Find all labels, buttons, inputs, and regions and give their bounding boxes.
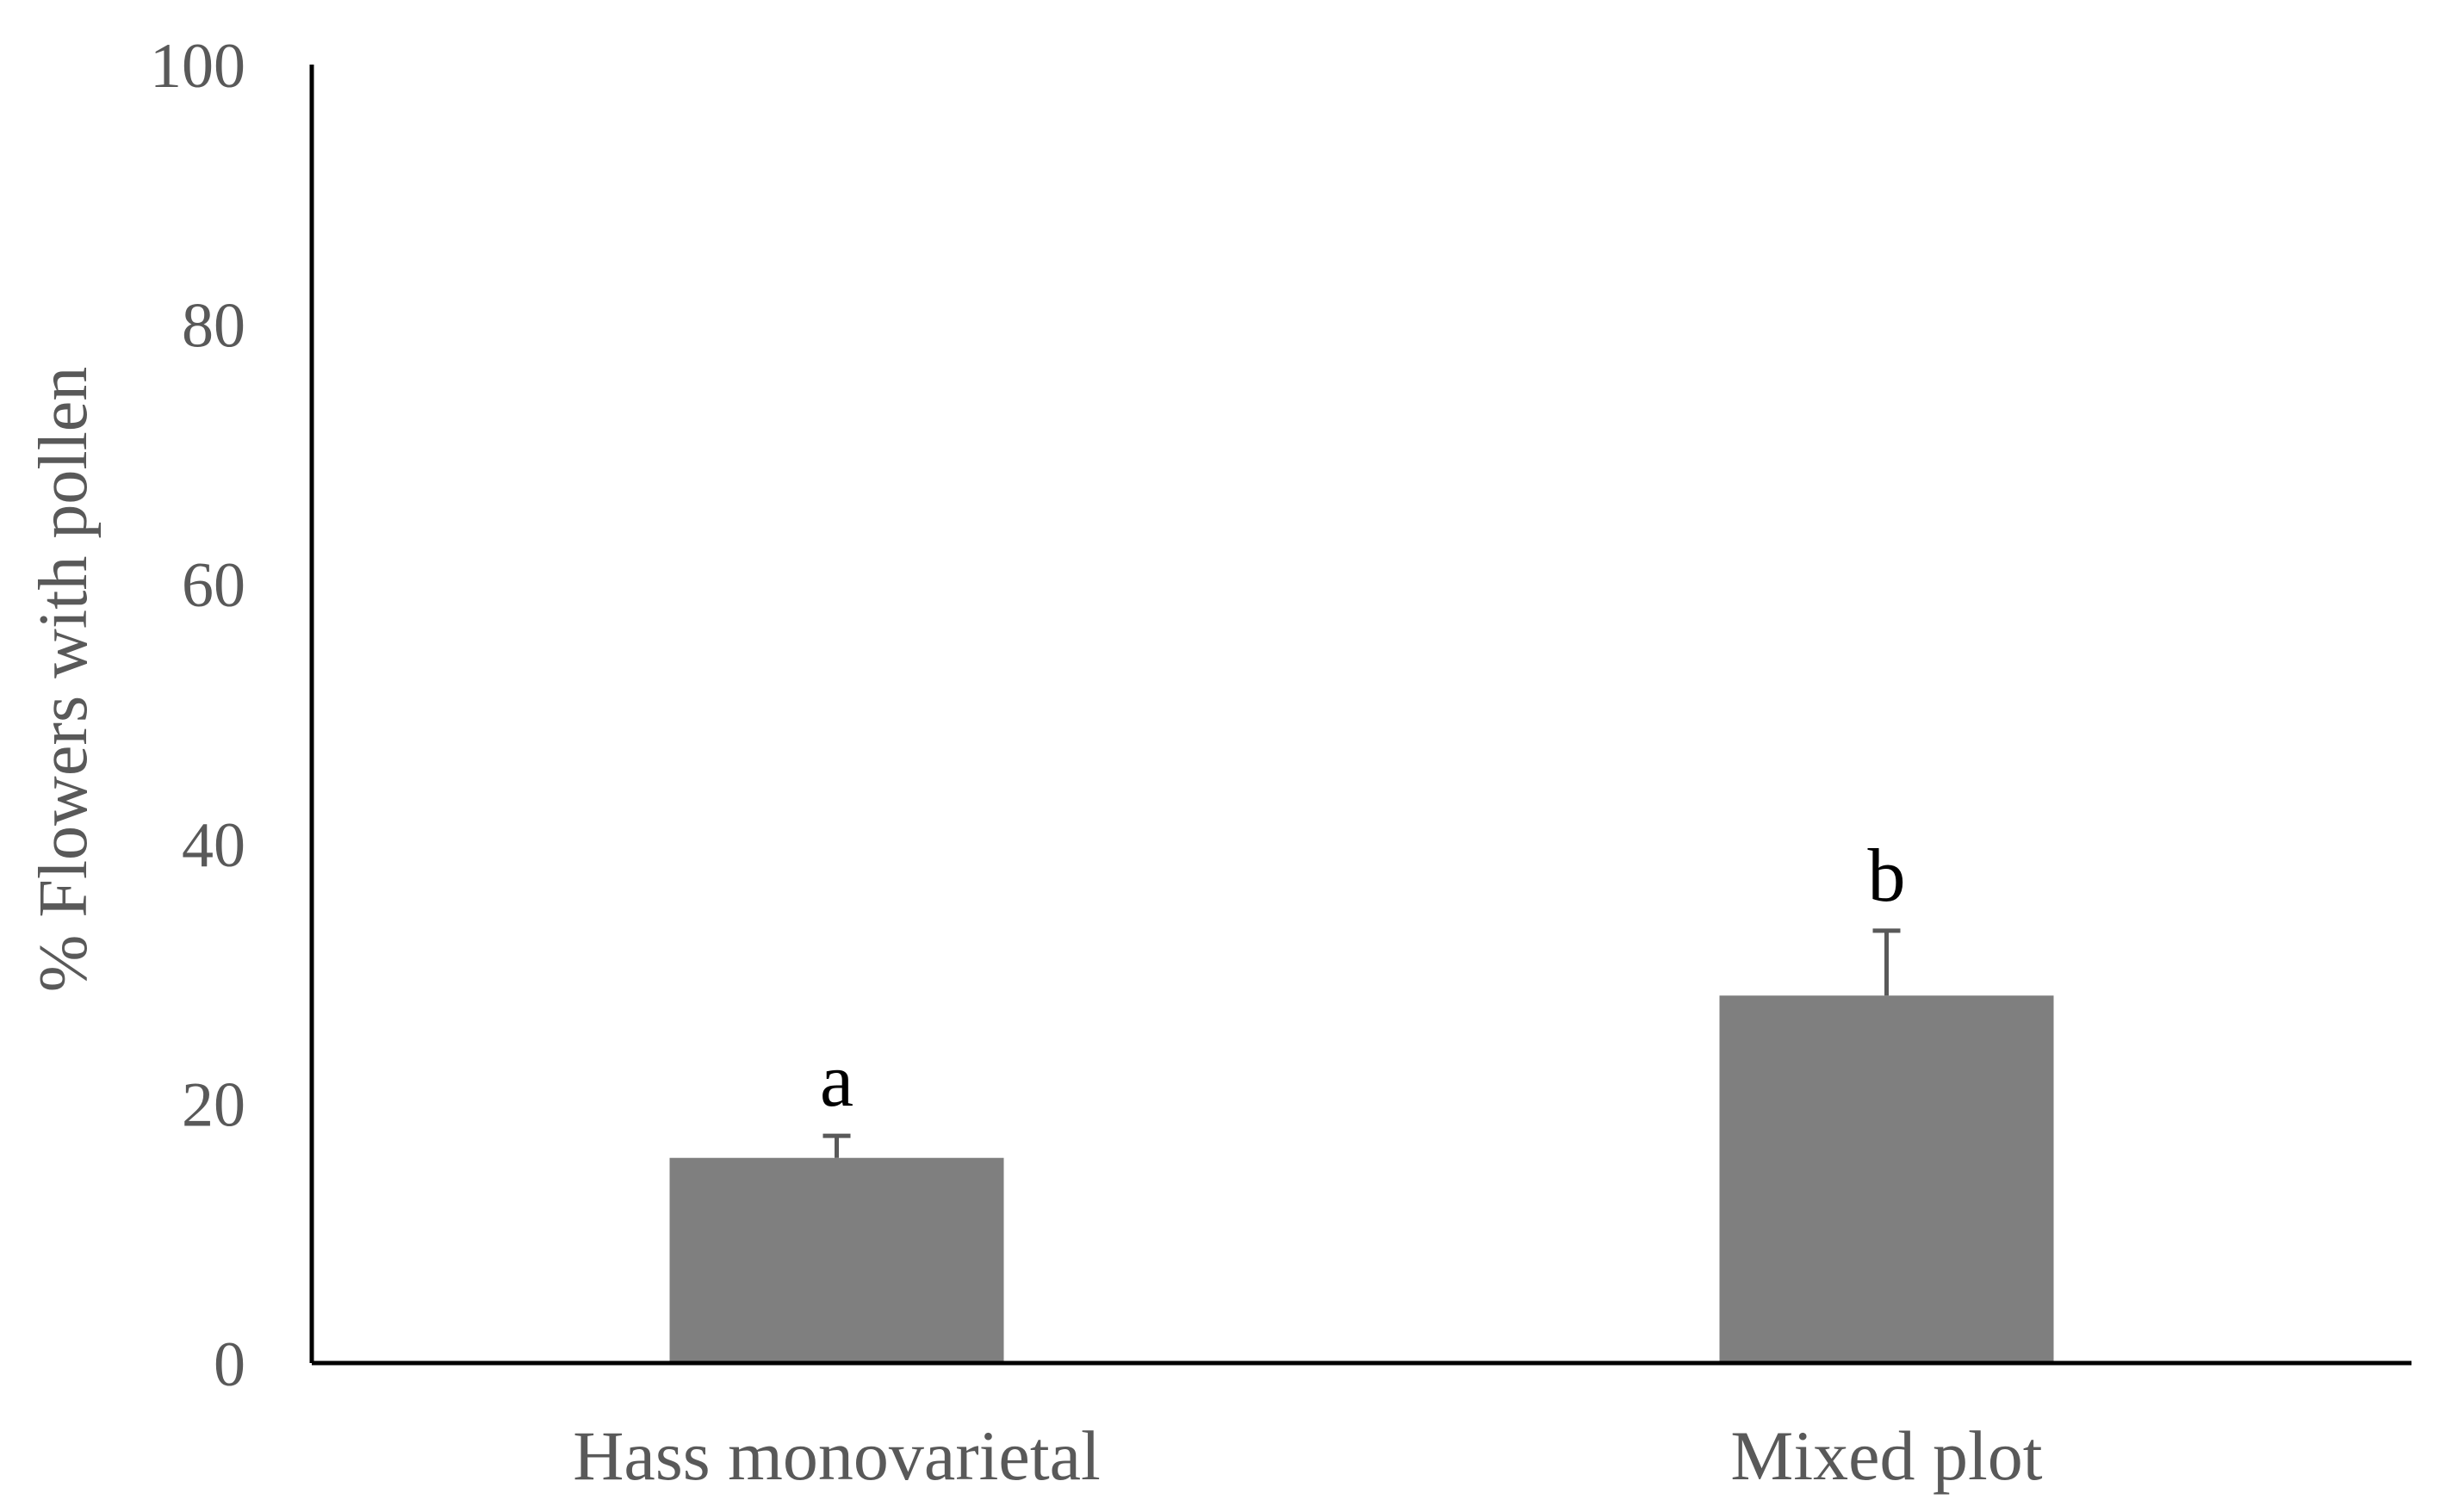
y-tick-label: 60	[182, 550, 245, 621]
significance-letter: b	[1868, 834, 1906, 918]
y-tick-labels: 0 20 40 60 80 100	[150, 31, 245, 1400]
significance-letters: ab	[820, 834, 1906, 1123]
y-tick-label: 80	[182, 291, 245, 362]
bars	[669, 995, 2054, 1363]
y-axis-title: % Flowers with pollen	[26, 367, 102, 993]
error-bars	[822, 928, 1901, 1158]
y-tick-label: 20	[182, 1069, 245, 1140]
x-category-label: Mixed plot	[1730, 1416, 2042, 1495]
y-tick-label: 0	[214, 1329, 245, 1400]
x-category-labels: Hass monovarietal Mixed plot	[573, 1416, 2043, 1495]
significance-letter: a	[820, 1039, 853, 1123]
x-category-label: Hass monovarietal	[573, 1416, 1101, 1495]
y-tick-label: 40	[182, 810, 245, 881]
bar	[669, 1157, 1004, 1363]
bar	[1719, 995, 2054, 1363]
y-tick-label: 100	[150, 31, 245, 102]
